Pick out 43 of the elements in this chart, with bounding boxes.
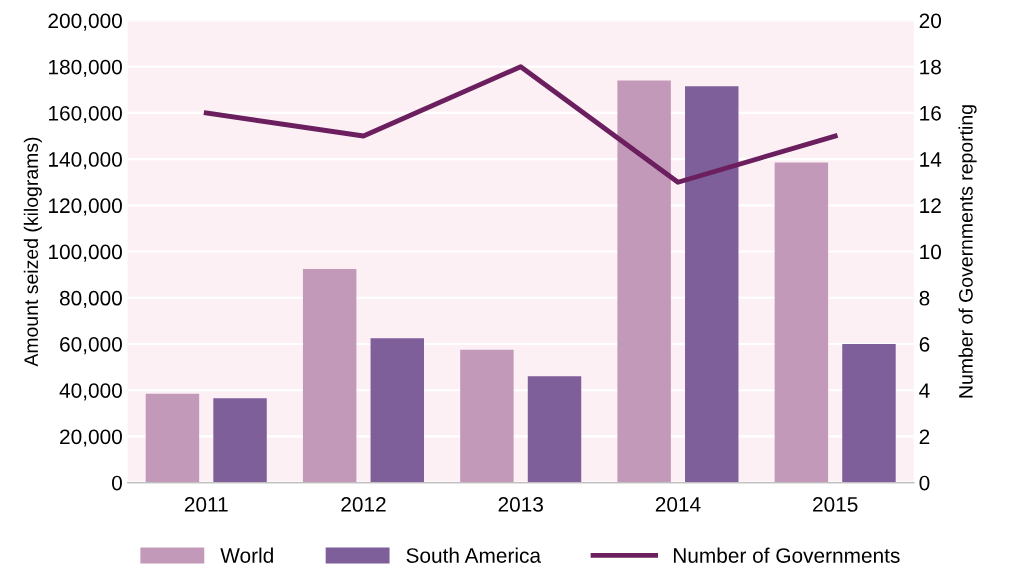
y-tick-label: 20,000 <box>60 429 122 447</box>
x-tick-label: 2013 <box>498 497 543 512</box>
bar <box>617 80 671 483</box>
y2-tick-label: 4 <box>919 383 930 398</box>
y2-tick-label: 14 <box>920 152 942 167</box>
y-tick-label: 140,000 <box>49 152 122 170</box>
y-tick-label: 60,000 <box>60 336 122 355</box>
y2-tick-label: 10 <box>920 244 942 260</box>
y-tick-label: 80,000 <box>59 290 122 308</box>
y-tick-label: 120,000 <box>49 198 122 216</box>
bar <box>145 393 200 483</box>
y2-tick-label: 20 <box>919 13 942 29</box>
bar <box>527 376 582 483</box>
y-tick-label: 40,000 <box>59 383 122 401</box>
bar <box>774 162 829 483</box>
x-tick-label: 2012 <box>341 497 386 512</box>
y-tick-label: 0 <box>111 475 122 491</box>
line-series <box>203 64 838 185</box>
bar <box>302 268 357 483</box>
y2-tick-label: 6 <box>919 336 930 352</box>
y2-tick-label: 12 <box>920 198 941 213</box>
y-tick-label: 200,000 <box>48 13 122 31</box>
y2-tick-label: 16 <box>920 105 941 121</box>
bar <box>685 86 739 483</box>
y2-tick-label: 0 <box>919 475 930 491</box>
y-tick-label: 100,000 <box>49 244 122 262</box>
bar <box>370 338 425 483</box>
x-tick-label: 2014 <box>655 497 701 512</box>
y-axis-title: Amount seized (kilograms) <box>23 137 42 367</box>
y2-axis-title: Number of Governments reporting <box>958 105 977 398</box>
legend-label: Number of Governments <box>673 547 900 563</box>
x-tick-label: 2015 <box>813 497 858 512</box>
bar <box>213 398 267 483</box>
y-tick-label: 180,000 <box>49 59 122 77</box>
y2-tick-label: 2 <box>919 429 930 444</box>
y-tick-label: 160,000 <box>49 105 122 124</box>
legend-label: South America <box>406 547 542 563</box>
y2-tick-label: 8 <box>919 290 930 306</box>
y2-tick-label: 18 <box>920 59 941 75</box>
legend-label: World <box>220 547 273 563</box>
bar <box>842 343 896 483</box>
bar <box>460 349 514 483</box>
x-tick-label: 2011 <box>184 497 228 512</box>
